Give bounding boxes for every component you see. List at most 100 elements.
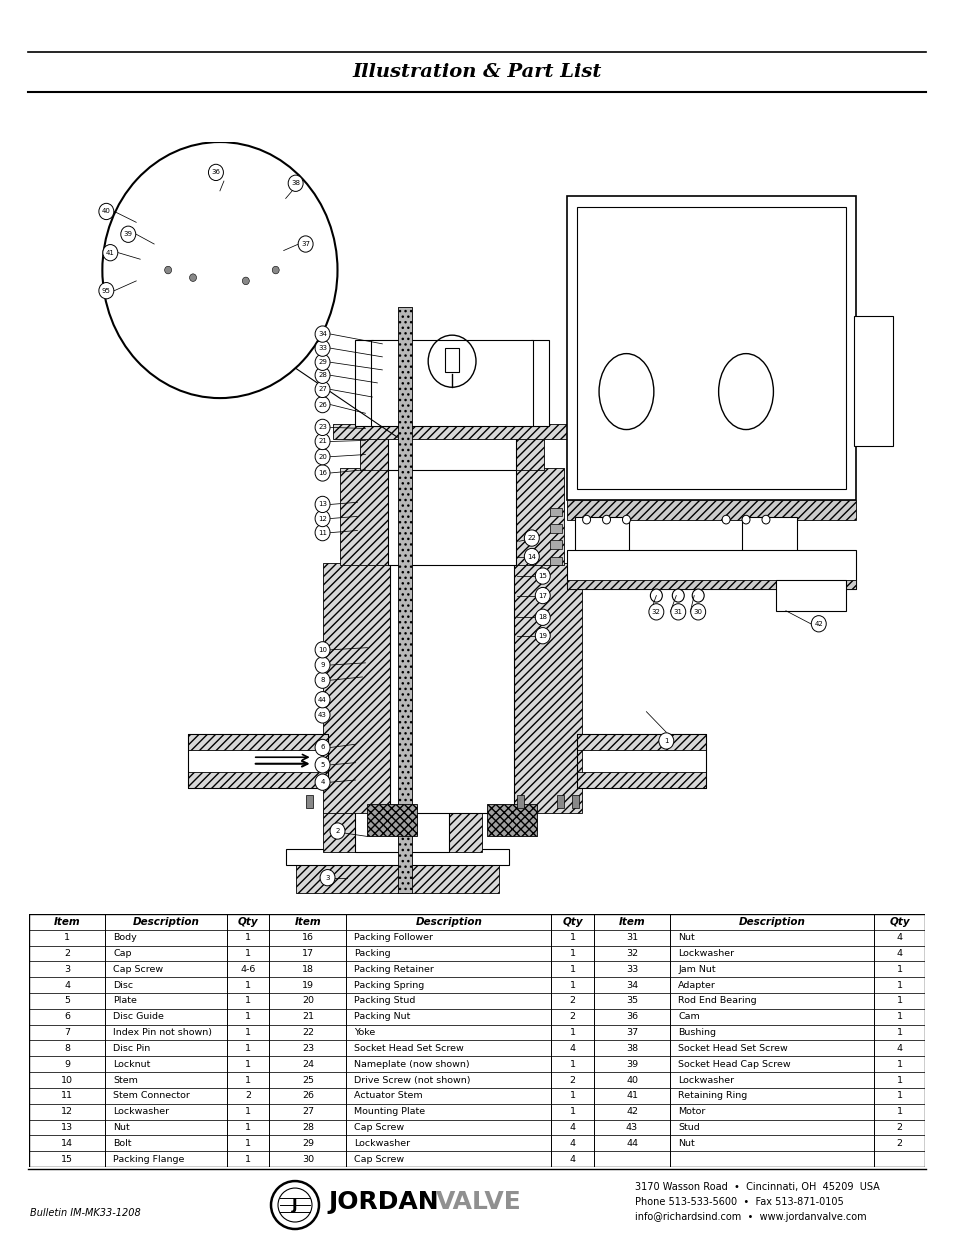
Circle shape xyxy=(672,589,683,603)
Text: 19: 19 xyxy=(301,981,314,989)
Circle shape xyxy=(314,340,330,357)
Text: Qty: Qty xyxy=(561,916,582,926)
Text: 41: 41 xyxy=(106,249,114,256)
Circle shape xyxy=(314,433,330,450)
Circle shape xyxy=(209,164,223,180)
Circle shape xyxy=(99,204,113,220)
Text: 6: 6 xyxy=(64,1013,70,1021)
Circle shape xyxy=(314,448,330,464)
Text: Motor: Motor xyxy=(678,1108,705,1116)
Text: 23: 23 xyxy=(317,425,327,430)
Circle shape xyxy=(298,236,313,252)
Bar xyxy=(853,316,893,446)
Text: Packing: Packing xyxy=(354,948,390,958)
Bar xyxy=(305,795,313,808)
Text: 37: 37 xyxy=(301,241,310,247)
Circle shape xyxy=(314,525,330,541)
Text: 2: 2 xyxy=(569,1076,575,1084)
Bar xyxy=(517,795,523,808)
Text: 1: 1 xyxy=(245,1060,251,1068)
Bar xyxy=(166,262,221,274)
Text: Packing Stud: Packing Stud xyxy=(354,997,415,1005)
Circle shape xyxy=(99,283,113,299)
Text: Lockwasher: Lockwasher xyxy=(678,948,734,958)
Text: 39: 39 xyxy=(124,231,132,237)
Bar xyxy=(133,224,168,283)
Text: 34: 34 xyxy=(317,331,327,337)
Circle shape xyxy=(535,588,550,604)
Text: Locknut: Locknut xyxy=(113,1060,151,1068)
Text: Body: Body xyxy=(113,934,137,942)
Text: 9: 9 xyxy=(320,662,324,668)
Text: 4: 4 xyxy=(569,1123,575,1132)
Bar xyxy=(340,468,390,566)
Bar xyxy=(549,508,561,516)
Text: 2: 2 xyxy=(569,997,575,1005)
Text: Disc Pin: Disc Pin xyxy=(113,1044,151,1053)
Text: 1: 1 xyxy=(245,1155,251,1163)
Bar xyxy=(397,308,412,893)
Text: Socket Head Set Screw: Socket Head Set Screw xyxy=(354,1044,463,1053)
Text: Actuator Stem: Actuator Stem xyxy=(354,1092,422,1100)
Text: 40: 40 xyxy=(102,209,111,215)
Circle shape xyxy=(277,1188,312,1221)
Circle shape xyxy=(314,367,330,383)
Text: 1: 1 xyxy=(245,1076,251,1084)
Text: Nut: Nut xyxy=(113,1123,130,1132)
Bar xyxy=(244,253,278,263)
Text: Packing Retainer: Packing Retainer xyxy=(354,965,434,973)
Text: 16: 16 xyxy=(301,934,314,942)
Bar xyxy=(371,340,532,426)
Text: VALVE: VALVE xyxy=(436,1191,521,1214)
Text: 20: 20 xyxy=(317,453,327,459)
Text: 1: 1 xyxy=(245,1044,251,1053)
Circle shape xyxy=(314,396,330,412)
Text: Plate: Plate xyxy=(113,997,137,1005)
Text: Cam: Cam xyxy=(678,1013,700,1021)
Text: 26: 26 xyxy=(317,401,327,408)
Text: 17: 17 xyxy=(537,593,547,599)
Text: 1: 1 xyxy=(245,981,251,989)
Text: 1: 1 xyxy=(569,1092,575,1100)
Text: Jam Nut: Jam Nut xyxy=(678,965,715,973)
Circle shape xyxy=(670,604,685,620)
Text: 2: 2 xyxy=(569,1013,575,1021)
Text: 1: 1 xyxy=(663,739,668,743)
Text: 29: 29 xyxy=(317,359,327,366)
Text: 9: 9 xyxy=(64,1060,70,1068)
Bar xyxy=(514,468,563,566)
Text: 4: 4 xyxy=(569,1139,575,1147)
Text: Lockwasher: Lockwasher xyxy=(354,1139,410,1147)
Text: Stud: Stud xyxy=(678,1123,700,1132)
Text: 1: 1 xyxy=(896,1060,902,1068)
Bar xyxy=(566,550,855,589)
Text: 20: 20 xyxy=(301,997,314,1005)
Text: 14: 14 xyxy=(61,1139,73,1147)
Bar xyxy=(530,340,548,426)
Text: 1: 1 xyxy=(245,997,251,1005)
Circle shape xyxy=(314,757,330,773)
Text: 8: 8 xyxy=(64,1044,70,1053)
Text: Nut: Nut xyxy=(678,1139,694,1147)
Circle shape xyxy=(314,354,330,370)
Text: 3: 3 xyxy=(325,874,330,881)
Bar xyxy=(188,735,327,788)
Circle shape xyxy=(242,277,249,285)
Text: Bushing: Bushing xyxy=(678,1028,716,1037)
Bar xyxy=(566,196,855,500)
Text: 1: 1 xyxy=(896,1076,902,1084)
Text: 24: 24 xyxy=(301,1060,314,1068)
Text: 1: 1 xyxy=(245,1108,251,1116)
Text: Item: Item xyxy=(618,916,644,926)
Circle shape xyxy=(810,615,825,632)
Circle shape xyxy=(621,515,630,524)
Text: Stem Connector: Stem Connector xyxy=(113,1092,190,1100)
Circle shape xyxy=(314,672,330,688)
Text: Lockwasher: Lockwasher xyxy=(678,1076,734,1084)
Text: Index Pin not shown): Index Pin not shown) xyxy=(113,1028,212,1037)
Circle shape xyxy=(524,530,538,546)
Text: 15: 15 xyxy=(537,573,547,579)
Bar xyxy=(166,245,221,257)
Text: 21: 21 xyxy=(301,1013,314,1021)
Text: 1: 1 xyxy=(896,1092,902,1100)
